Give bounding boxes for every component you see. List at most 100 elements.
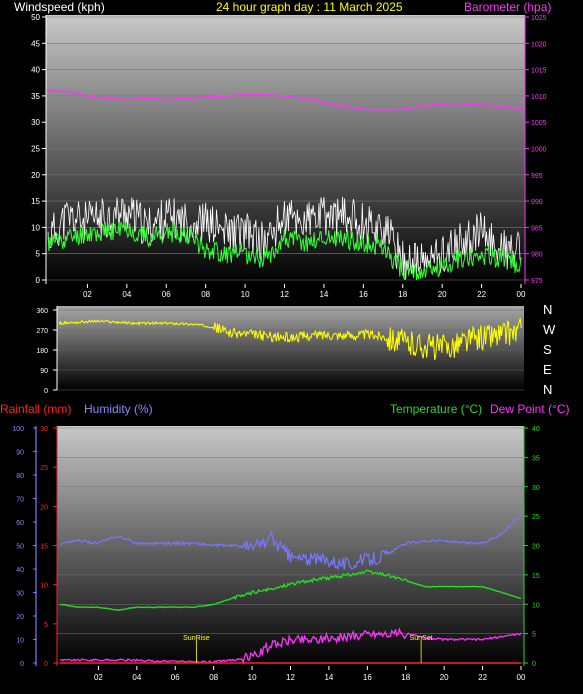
- wind-ytick-label: 20: [31, 171, 40, 180]
- humidity-line: [59, 513, 522, 571]
- temperature-ytick-label: 30: [532, 485, 540, 492]
- wind-xtick-label: 18: [398, 290, 407, 299]
- temperature-xtick-label: 02: [94, 673, 103, 682]
- temperature-xtick-label: 00: [517, 673, 526, 682]
- wind-xtick-label: 12: [280, 290, 289, 299]
- humidity-ytick-label: 90: [16, 450, 24, 457]
- barometer-ytick-label: 1025: [531, 15, 547, 22]
- wind-ytick-label: 40: [31, 66, 40, 75]
- temperature-panel: [57, 426, 524, 666]
- direction-ytick-label: 90: [40, 368, 48, 375]
- humidity-ytick-label: 80: [16, 473, 24, 480]
- temperature-xtick-label: 04: [132, 673, 141, 682]
- windspeed-label: Windspeed (kph): [14, 0, 105, 14]
- temperature-xtick-label: 08: [209, 673, 218, 682]
- barometer-ytick-label: 1015: [531, 68, 547, 75]
- direction-ytick-label: 360: [36, 308, 48, 315]
- temperature-ytick-label: 25: [532, 514, 540, 521]
- wind-xtick-label: 00: [517, 290, 526, 299]
- temperature-ytick-label: 40: [532, 426, 540, 433]
- wind-direction-line: [58, 318, 523, 360]
- humidity-ytick-label: 30: [16, 591, 24, 598]
- temperature-xtick-label: 10: [248, 673, 257, 682]
- rain-ytick-label: 15: [40, 544, 48, 551]
- wind-xtick-label: 16: [359, 290, 368, 299]
- temperature-series: [59, 513, 522, 666]
- direction-series: [58, 318, 523, 360]
- humidity-ytick-label: 0: [20, 661, 24, 668]
- wind-xtick-label: 10: [241, 290, 250, 299]
- barometer-ytick-label: 1010: [531, 94, 547, 101]
- wind-ytick-label: 45: [31, 39, 40, 48]
- wind-ytick-label: 15: [31, 197, 40, 206]
- rain-ytick-label: 25: [40, 465, 48, 472]
- humidity-ytick-label: 100: [12, 426, 24, 433]
- temperature-ytick-label: 10: [532, 602, 540, 609]
- wind-xtick-label: 06: [162, 290, 171, 299]
- temperature-xtick-label: 06: [171, 673, 180, 682]
- humidity-ytick-label: 70: [16, 497, 24, 504]
- temperature-ytick-label: 0: [532, 661, 536, 668]
- wind-xtick-label: 22: [477, 290, 486, 299]
- rain-ytick-label: 30: [40, 426, 48, 433]
- wind-xtick-label: 14: [319, 290, 328, 299]
- wind-axes: 0510152025303540455097598098599099510001…: [31, 13, 547, 299]
- sun-markers: SunRise SunSet: [183, 635, 433, 663]
- wind-xtick-label: 04: [122, 290, 131, 299]
- barometer-ytick-label: 980: [531, 252, 543, 259]
- temperature-ytick-label: 5: [532, 632, 536, 639]
- barometer-ytick-label: 995: [531, 173, 543, 180]
- barometer-ytick-label: 1000: [531, 147, 547, 154]
- humidity-ytick-label: 50: [16, 544, 24, 551]
- wind-gust-line: [47, 196, 522, 281]
- direction-axes: 0 90 180 270 360: [36, 306, 58, 395]
- direction-letter-e: E: [543, 362, 552, 377]
- barometer-line: [47, 89, 522, 111]
- wind-ytick-label: 35: [31, 92, 40, 101]
- humidity-ytick-label: 20: [16, 614, 24, 621]
- wind-ytick-label: 30: [31, 118, 40, 127]
- direction-letter-n-top: N: [543, 302, 552, 317]
- direction-letter-s: S: [543, 342, 552, 357]
- graph-title: 24 hour graph day : 11 March 2025: [216, 0, 403, 14]
- wind-xtick-label: 20: [438, 290, 447, 299]
- direction-ytick-label: 0: [44, 388, 48, 395]
- temperature-ytick-label: 15: [532, 573, 540, 580]
- wind-ytick-label: 25: [31, 145, 40, 154]
- direction-panel: [57, 306, 524, 390]
- barometer-ytick-label: 990: [531, 199, 543, 206]
- temperature-xtick-label: 12: [286, 673, 295, 682]
- humidity-ytick-label: 60: [16, 520, 24, 527]
- temperature-axes: 0510152025303540010203040506070809010005…: [12, 426, 540, 682]
- temperature-xtick-label: 14: [324, 673, 333, 682]
- temperature-gridlines: [57, 427, 524, 664]
- temperature-ytick-label: 35: [532, 455, 540, 462]
- temperature-xtick-label: 18: [401, 673, 410, 682]
- rainfall-label: Rainfall (mm): [0, 402, 71, 416]
- barometer-ytick-label: 1020: [531, 41, 547, 48]
- barometer-ytick-label: 985: [531, 225, 543, 232]
- temperature-xtick-label: 20: [440, 673, 449, 682]
- temperature-ytick-label: 20: [532, 544, 540, 551]
- rain-ytick-label: 10: [40, 583, 48, 590]
- humidity-label: Humidity (%): [84, 402, 153, 416]
- barometer-ytick-label: 1005: [531, 120, 547, 127]
- direction-letter-w: W: [543, 322, 556, 337]
- humidity-ytick-label: 10: [16, 638, 24, 645]
- temperature-label: Temperature (°C): [390, 402, 482, 416]
- temperature-xtick-label: 22: [478, 673, 487, 682]
- temperature-line: [59, 569, 522, 612]
- sunset-label: SunSet: [410, 635, 433, 642]
- barometer-label: Barometer (hpa): [464, 0, 551, 14]
- direction-ytick-label: 180: [36, 348, 48, 355]
- rain-ytick-label: 0: [44, 661, 48, 668]
- direction-gridlines: [57, 309, 524, 391]
- wind-ytick-label: 50: [31, 13, 40, 22]
- wind-ytick-label: 5: [36, 250, 41, 259]
- humidity-ytick-label: 40: [16, 567, 24, 574]
- dewpoint-label: Dew Point (°C): [490, 402, 569, 416]
- wind-xtick-label: 02: [83, 290, 92, 299]
- sunrise-label: SunRise: [183, 635, 210, 642]
- temperature-xtick-label: 16: [363, 673, 372, 682]
